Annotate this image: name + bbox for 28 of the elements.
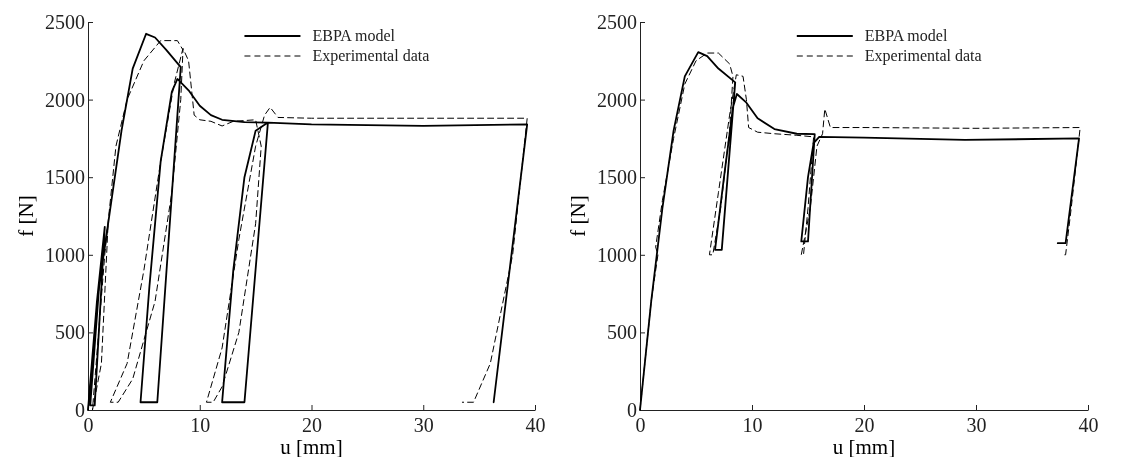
y-axis-title: f [N] xyxy=(14,195,38,237)
x-tick-label: 20 xyxy=(302,414,322,437)
x-tick-label: 40 xyxy=(525,414,546,437)
y-tick-label: 0 xyxy=(75,398,85,421)
x-axis-title: u [mm] xyxy=(832,435,896,457)
y-tick-label: 2500 xyxy=(597,10,637,33)
y-tick-label: 1000 xyxy=(45,243,85,266)
y-axis-title: f [N] xyxy=(566,195,590,237)
y-tick-label: 2000 xyxy=(45,88,85,111)
y-tick-label: 0 xyxy=(627,398,637,421)
x-tick-label: 10 xyxy=(190,414,211,437)
x-tick-label: 40 xyxy=(1078,414,1099,437)
legend-label: Experimental data xyxy=(312,47,430,65)
y-tick-label: 1000 xyxy=(597,243,637,266)
y-tick-label: 1500 xyxy=(45,166,85,189)
y-tick-label: 1500 xyxy=(597,166,637,189)
x-tick-label: 30 xyxy=(966,414,987,437)
x-axis-title: u [mm] xyxy=(280,435,343,457)
legend-label: EBPA model xyxy=(312,27,396,44)
legend-label: EBPA model xyxy=(864,27,948,44)
x-tick-label: 30 xyxy=(413,414,434,437)
y-tick-label: 2500 xyxy=(45,10,85,33)
x-tick-label: 10 xyxy=(742,414,763,437)
y-tick-label: 500 xyxy=(55,321,85,344)
legend-label: Experimental data xyxy=(864,47,982,65)
x-tick-label: 20 xyxy=(854,414,875,437)
y-tick-label: 2000 xyxy=(597,88,637,111)
y-tick-label: 500 xyxy=(607,321,637,344)
